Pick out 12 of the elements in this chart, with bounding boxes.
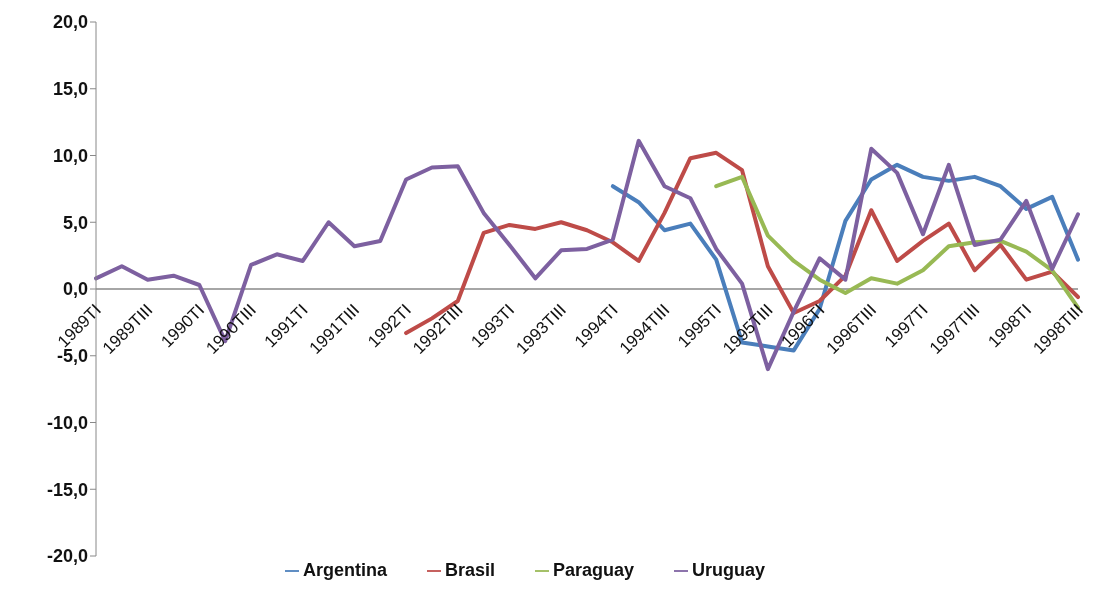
legend-label: Brasil xyxy=(444,560,495,580)
y-tick-label: 10,0 xyxy=(52,145,88,166)
y-tick-label: -20,0 xyxy=(46,546,88,567)
y-tick-label: 20,0 xyxy=(52,12,88,33)
y-tick-label: -15,0 xyxy=(46,479,88,500)
y-tick-label: 0,0 xyxy=(62,279,88,300)
legend-label: Argentina xyxy=(302,560,387,580)
legend-label: Paraguay xyxy=(552,560,635,580)
legend-label: Uruguay xyxy=(692,560,766,580)
y-tick-label: 5,0 xyxy=(62,212,88,233)
y-tick-label: -10,0 xyxy=(46,412,88,433)
y-tick-label: 15,0 xyxy=(52,79,88,100)
